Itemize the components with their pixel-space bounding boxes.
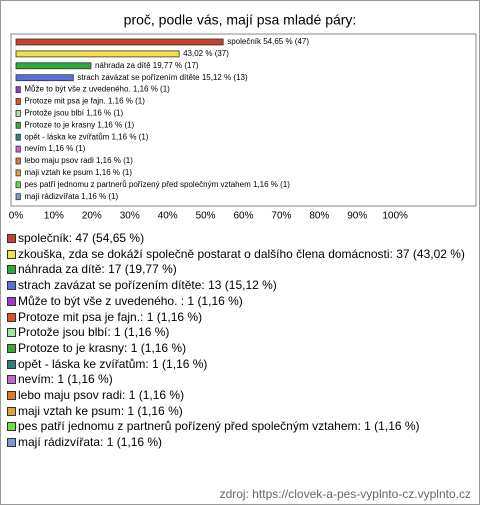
x-tick-label: 70% xyxy=(271,211,291,222)
legend-item: mají rádizvířata: 1 (1,16 %) xyxy=(7,435,469,451)
x-tick-label: 60% xyxy=(233,211,253,222)
legend-label: zkouška, zda se dokáží společně postarat… xyxy=(18,246,465,261)
legend-swatch xyxy=(7,328,16,338)
value-label: pes patří jednomu z partnerů pořízený př… xyxy=(24,180,290,189)
x-tick-label: 10% xyxy=(44,211,64,222)
legend-label: nevím: 1 (1,16 %) xyxy=(18,372,113,387)
bar xyxy=(15,169,21,177)
value-label: Může to být vše z uvedeného. 1,16 % (1) xyxy=(24,85,170,94)
bar xyxy=(15,38,224,46)
legend-swatch xyxy=(7,438,16,448)
bar xyxy=(15,121,21,129)
legend-item: Protože jsou blbí: 1 (1,16 %) xyxy=(7,325,469,341)
x-tick-label: 80% xyxy=(309,211,329,222)
value-label: maji vztah ke psum 1,16 % (1) xyxy=(24,168,132,177)
x-tick-label: 40% xyxy=(158,211,178,222)
legend-label: Protože jsou blbí: 1 (1,16 %) xyxy=(18,325,170,340)
x-tick-label: 50% xyxy=(196,211,216,222)
bar xyxy=(15,62,92,70)
legend-swatch xyxy=(7,281,16,291)
chart: proč, podle vás, mají psa mladé páry: 0%… xyxy=(9,12,477,222)
x-tick-label: 100% xyxy=(382,211,408,222)
value-label: mají rádizvířata 1,16 % (1) xyxy=(24,192,118,201)
bar xyxy=(15,133,21,141)
value-label: lebo maju psov radi 1,16 % (1) xyxy=(24,156,133,165)
legend-swatch xyxy=(7,312,16,322)
bar xyxy=(15,145,21,153)
legend-swatch xyxy=(7,234,16,243)
x-tick-label: 90% xyxy=(347,211,367,222)
bar xyxy=(15,181,21,189)
legend-label: lebo maju psov radi: 1 (1,16 %) xyxy=(18,388,185,403)
legend-label: Protoze to je krasny: 1 (1,16 %) xyxy=(18,340,187,355)
legend-swatch xyxy=(7,265,16,275)
legend-label: mají rádizvířata: 1 (1,16 %) xyxy=(18,435,163,450)
bar xyxy=(15,157,21,165)
bar xyxy=(15,110,21,117)
legend-item: maji vztah ke psum: 1 (1,16 %) xyxy=(7,404,469,420)
legend-swatch xyxy=(7,391,16,401)
value-label: společník 54,65 % (47) xyxy=(227,37,309,46)
legend-swatch xyxy=(7,343,16,353)
bar xyxy=(15,86,21,93)
legend-item: strach zavázat se pořízením dítěte: 13 (… xyxy=(7,278,469,294)
value-label: Protože jsou blbí 1,16 % (1) xyxy=(24,109,123,118)
bar xyxy=(15,50,180,58)
value-label: náhrada za dítě 19,77 % (17) xyxy=(95,61,199,70)
chart-title: proč, podle vás, mají psa mladé páry: xyxy=(124,12,357,28)
value-label: opět - láska ke zvířatům 1,16 % (1) xyxy=(24,132,148,141)
legend: společník: 47 (54,65 %) zkouška, zda se d… xyxy=(7,231,469,451)
bar xyxy=(15,98,21,105)
legend-item: Protoze to je krasny: 1 (1,16 %) xyxy=(7,341,469,357)
legend-swatch xyxy=(7,249,16,259)
value-label: nevím 1,16 % (1) xyxy=(24,144,85,153)
source: zdroj: https://clovek-a-pes-vyplnto-cz.v… xyxy=(219,487,471,501)
legend-item: zkouška, zda se dokáží společně postarat… xyxy=(7,247,469,263)
value-label: 43,02 % (37) xyxy=(183,49,229,58)
legend-label: společník: 47 (54,65 %) xyxy=(18,231,145,245)
legend-swatch xyxy=(7,422,16,432)
legend-label: opět - láska ke zvířatům: 1 (1,16 %) xyxy=(18,356,208,371)
legend-item: Může to být vše z uvedeného. : 1 (1,16 %… xyxy=(7,294,469,310)
x-tick-label: 20% xyxy=(82,211,102,222)
legend-swatch xyxy=(7,296,16,306)
legend-item: pes patří jednomu z partnerů pořízený př… xyxy=(7,419,469,435)
legend-item: Protoze mit psa je fajn.: 1 (1,16 %) xyxy=(7,310,469,326)
bar xyxy=(15,74,74,82)
legend-item: opět - láska ke zvířatům: 1 (1,16 %) xyxy=(7,357,469,373)
legend-item: společník: 47 (54,65 %) xyxy=(7,231,469,247)
legend-item: lebo maju psov radi: 1 (1,16 %) xyxy=(7,388,469,404)
legend-label: strach zavázat se pořízením dítěte: 13 (… xyxy=(18,278,277,293)
value-label: Protoze mit psa je fajn. 1,16 % (1) xyxy=(24,97,145,106)
legend-label: Může to být vše z uvedeného. : 1 (1,16 %… xyxy=(18,293,243,308)
legend-swatch xyxy=(7,375,16,385)
legend-swatch xyxy=(7,406,16,416)
x-tick-label: 0% xyxy=(9,211,24,222)
legend-swatch xyxy=(7,359,16,369)
bar xyxy=(15,193,21,201)
legend-label: Protoze mit psa je fajn.: 1 (1,16 %) xyxy=(18,309,203,324)
legend-label: maji vztah ke psum: 1 (1,16 %) xyxy=(18,403,183,418)
value-label: Protoze to je krasny 1,16 % (1) xyxy=(24,120,134,129)
value-label: strach zavázat se pořízením dítěte 15,12… xyxy=(77,73,248,82)
x-tick-label: 30% xyxy=(120,211,140,222)
legend-item: nevím: 1 (1,16 %) xyxy=(7,372,469,388)
legend-label: náhrada za dítě: 17 (19,77 %) xyxy=(18,262,177,277)
legend-item: náhrada za dítě: 17 (19,77 %) xyxy=(7,262,469,278)
legend-label: pes patří jednomu z partnerů pořízený př… xyxy=(18,419,420,434)
